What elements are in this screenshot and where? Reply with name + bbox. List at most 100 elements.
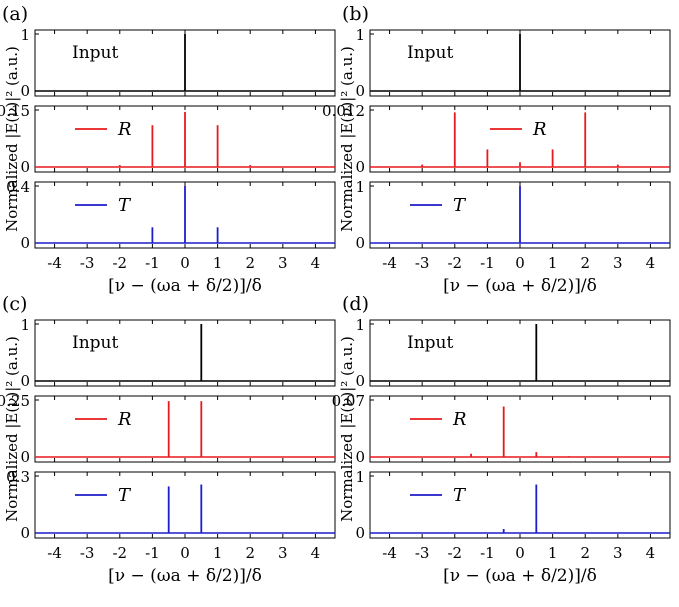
x-tick-label: 2: [245, 254, 255, 272]
x-axis-label: [ν − (ωa + δ/2)]/δ: [108, 276, 262, 296]
panel-b: (b) 0 1 Input 0 0.012 R 0 1 T -4 -3 -2 -1 0 1 2 3 4 [ν − (ω…: [322, 3, 671, 296]
subplot-r: 0 0.15 R: [0, 102, 336, 176]
x-tick-label: -4: [47, 254, 62, 272]
x-tick-label: -4: [382, 544, 397, 562]
axes-frame: [369, 319, 671, 387]
subplot-input: 0 1 Input: [20, 316, 336, 390]
panel-label: (d): [342, 293, 369, 315]
x-tick-label: -1: [145, 544, 160, 562]
y-tick-label: 0: [355, 82, 365, 100]
x-tick-label: -3: [415, 544, 430, 562]
x-tick-label: 2: [580, 254, 590, 272]
y-tick-label: 1: [355, 316, 365, 334]
legend-label: Input: [72, 333, 118, 353]
y-tick-label: 0: [20, 448, 30, 466]
y-tick-label: 0: [355, 448, 365, 466]
subplot-t: 0 1 T -4 -3 -2 -1 0 1 2 3 4 [ν − (ωa + δ/2)]/δ: [355, 178, 671, 296]
subplot-input: 0 1 Input: [355, 26, 671, 100]
x-tick-label: 1: [548, 254, 558, 272]
x-tick-label: 4: [646, 254, 656, 272]
y-tick-label: 0: [20, 82, 30, 100]
y-tick-label: 1: [355, 468, 365, 486]
panel-a: (a) 0 1 Input 0 0.15 R 0 0.4 T -4 -3 -2 -1 0 1 2 3 4 [ν − (…: [0, 3, 336, 296]
legend-label: R: [452, 409, 467, 430]
legend-label: T: [118, 195, 132, 216]
x-tick-label: 0: [180, 544, 190, 562]
x-tick-label: -2: [447, 254, 462, 272]
panel-label: (c): [2, 293, 27, 315]
x-tick-label: -1: [145, 254, 160, 272]
y-axis-label: Normalized |E(ν)|² (a.u.): [338, 46, 356, 232]
axes-frame: [369, 471, 671, 539]
x-tick-label: -2: [447, 544, 462, 562]
subplot-t: 0 1 T -4 -3 -2 -1 0 1 2 3 4 [ν − (ωa + δ/2)]/δ: [355, 468, 671, 586]
x-tick-label: 2: [245, 544, 255, 562]
x-tick-label: -3: [415, 254, 430, 272]
x-tick-label: 0: [515, 544, 525, 562]
x-tick-label: -3: [80, 254, 95, 272]
x-tick-label: -4: [382, 254, 397, 272]
subplot-t: 0 0.4 T -4 -3 -2 -1 0 1 2 3 4 [ν − (ωa + δ/2)]/δ: [6, 178, 336, 296]
x-tick-label: -3: [80, 544, 95, 562]
x-tick-label: -4: [47, 544, 62, 562]
x-tick-label: -1: [480, 544, 495, 562]
y-tick-label: 0: [20, 234, 30, 252]
axes-frame: [34, 471, 336, 539]
legend-label: Input: [407, 43, 453, 63]
axes-frame: [369, 395, 671, 463]
subplot-t: 0 0.3 T -4 -3 -2 -1 0 1 2 3 4 [ν − (ωa + δ/2)]/δ: [6, 468, 336, 586]
subplot-r: 0 0.07 R: [332, 392, 671, 466]
subplot-r: 0 0.25 R: [0, 392, 336, 466]
y-tick-label: 0: [355, 158, 365, 176]
axes-frame: [369, 105, 671, 173]
legend-label: T: [453, 195, 467, 216]
subplot-r: 0 0.012 R: [322, 102, 671, 176]
panel-d: (d) 0 1 Input 0 0.07 R 0 1 T -4 -3 -2 -1 0 1 2 3 4 [ν − (ωa…: [332, 293, 671, 586]
x-tick-label: -1: [480, 254, 495, 272]
x-axis-label: [ν − (ωa + δ/2)]/δ: [443, 566, 597, 586]
x-tick-label: -2: [112, 254, 127, 272]
subplot-input: 0 1 Input: [20, 26, 336, 100]
y-tick-label: 0: [355, 524, 365, 542]
x-tick-label: 3: [278, 254, 288, 272]
x-tick-label: 0: [180, 254, 190, 272]
y-axis-label: Normalized |E(ν)|² (a.u.): [3, 336, 21, 522]
x-tick-label: 2: [580, 544, 590, 562]
legend-label: Input: [407, 333, 453, 353]
y-tick-label: 0: [20, 524, 30, 542]
y-axis-label: Normalized |E(ν)|² (a.u.): [3, 46, 21, 232]
y-tick-label: 0.012: [322, 102, 365, 120]
x-axis-label: [ν − (ωa + δ/2)]/δ: [443, 276, 597, 296]
x-tick-label: 4: [311, 254, 321, 272]
y-tick-label: 0: [20, 158, 30, 176]
x-tick-label: 1: [213, 544, 223, 562]
y-tick-label: 1: [20, 26, 30, 44]
x-tick-label: 4: [646, 544, 656, 562]
panel-label: (a): [2, 3, 28, 25]
x-tick-label: 0: [515, 254, 525, 272]
legend-label: Input: [72, 43, 118, 63]
y-tick-label: 1: [355, 26, 365, 44]
x-axis-label: [ν − (ωa + δ/2)]/δ: [108, 566, 262, 586]
x-tick-label: 3: [278, 544, 288, 562]
y-tick-label: 1: [20, 316, 30, 334]
y-tick-label: 0.3: [6, 468, 30, 486]
subplot-input: 0 1 Input: [355, 316, 671, 390]
axes-frame: [34, 395, 336, 463]
y-tick-label: 1: [355, 178, 365, 196]
legend-label: T: [118, 485, 132, 506]
y-tick-label: 0: [20, 372, 30, 390]
y-tick-label: 0: [355, 372, 365, 390]
x-tick-label: 4: [311, 544, 321, 562]
legend-label: T: [453, 485, 467, 506]
y-tick-label: 0.15: [0, 102, 30, 120]
x-tick-label: 1: [213, 254, 223, 272]
x-tick-label: -2: [112, 544, 127, 562]
x-tick-label: 3: [613, 254, 623, 272]
y-tick-label: 0.4: [6, 178, 30, 196]
panel-c: (c) 0 1 Input 0 0.25 R 0 0.3 T -4 -3 -2 -1 0 1 2 3 4 [ν − (…: [0, 293, 336, 586]
panel-label: (b): [342, 3, 369, 25]
y-tick-label: 0.07: [332, 392, 365, 410]
x-tick-label: 3: [613, 544, 623, 562]
